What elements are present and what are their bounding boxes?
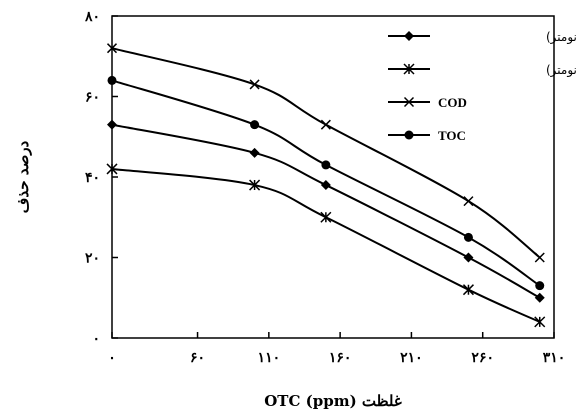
x-tick-label-2: ١١٠ — [258, 350, 281, 366]
legend-label-2: COD — [438, 95, 467, 110]
legend-marker-3 — [404, 130, 414, 140]
legend-marker-0 — [404, 31, 414, 41]
x-tick-label-4: ٢١٠ — [400, 350, 423, 366]
legend-label-0: جذب (۳۴۸ نانومتر) — [546, 30, 576, 45]
legend-marker-2 — [403, 96, 415, 108]
y-axis-title: درصد حذف — [14, 140, 32, 213]
data-point-0-0 — [107, 119, 117, 130]
data-point-3-3 — [463, 232, 473, 242]
y-tick-label-4: ٨٠ — [84, 9, 100, 25]
y-tick-label-1: ٢٠ — [85, 251, 100, 267]
data-point-1-4 — [534, 316, 546, 328]
legend-label-3: TOC — [438, 128, 466, 143]
series-line-1 — [111, 167, 541, 323]
data-point-2-2 — [320, 119, 331, 130]
data-point-0-1 — [249, 147, 260, 158]
data-point-1-2 — [320, 211, 332, 223]
data-point-3-1 — [250, 120, 260, 130]
data-point-0-3 — [463, 252, 474, 263]
x-tick-label-5: ٢۶٠ — [471, 350, 494, 366]
data-point-3-0 — [107, 75, 117, 85]
series-line-0 — [111, 123, 541, 299]
data-point-1-0 — [106, 163, 118, 175]
x-tick-label-3: ١۶٠ — [329, 350, 352, 366]
y-tick-label-3: ۶٠ — [85, 90, 100, 106]
series-line-2 — [111, 47, 541, 259]
y-tick-label-0: ٠ — [92, 331, 100, 347]
data-point-0-4 — [534, 292, 545, 303]
data-point-1-1 — [249, 179, 261, 191]
data-point-2-3 — [463, 196, 474, 207]
y-tick-label-2: ۴٠ — [85, 170, 100, 186]
data-point-3-2 — [321, 160, 331, 170]
marker-layer — [106, 43, 546, 328]
legend: جذب (۳۴۸ نانومتر) جذب (۲۹۰ نانومتر) COD TOC — [388, 30, 576, 143]
data-point-2-4 — [534, 252, 545, 263]
data-point-0-2 — [320, 180, 331, 191]
tick-layer: ٠ ۶٠ ١١٠ ١۶٠ ٢١٠ ٢۶٠ ٣١٠ ٠ ٢٠ ۴٠ ۶٠ ٨٠ — [84, 9, 565, 366]
data-point-1-3 — [462, 284, 474, 296]
x-axis-title: غلظت OTC (ppm) — [264, 392, 402, 410]
legend-label-1: جذب (۲۹۰ نانومتر) — [546, 63, 576, 78]
data-point-2-0 — [106, 43, 118, 54]
x-tick-label-0: ٠ — [108, 350, 116, 366]
data-point-3-4 — [535, 281, 545, 291]
data-point-2-1 — [249, 79, 260, 90]
legend-marker-1 — [403, 63, 415, 75]
x-tick-label-1: ۶٠ — [190, 350, 205, 366]
x-tick-label-6: ٣١٠ — [543, 350, 566, 366]
